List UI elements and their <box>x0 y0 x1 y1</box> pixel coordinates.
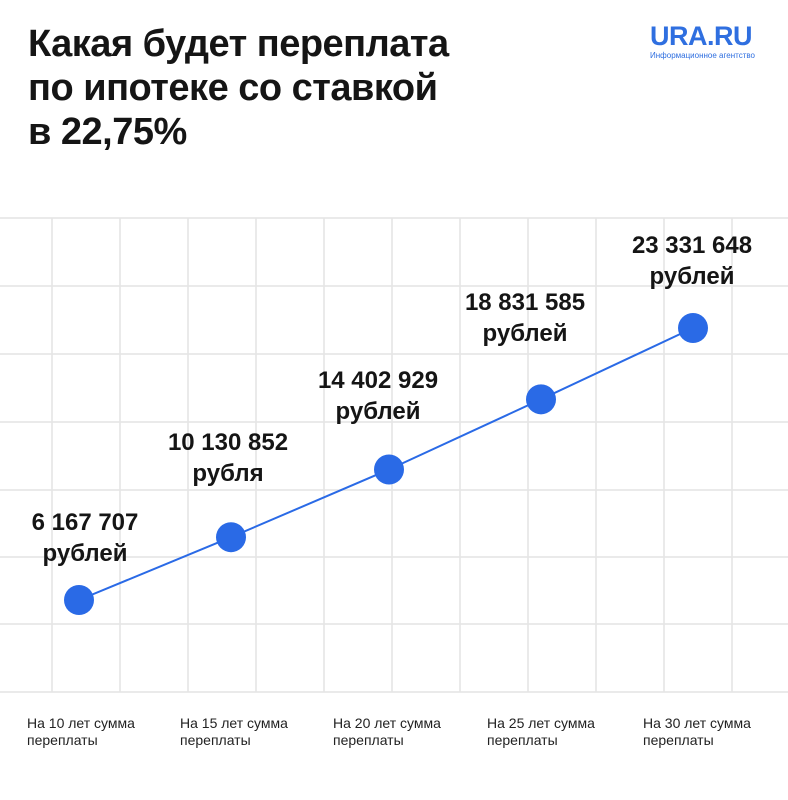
data-label-line: 10 130 852 <box>168 429 288 456</box>
x-tick-label-line: переплаты <box>27 732 98 748</box>
chart-data-labels: 6 167 707 рублей 10 130 852 рубля 14 402 929… <box>32 232 752 567</box>
data-point <box>526 384 556 415</box>
data-label-line: 6 167 707 <box>32 509 139 536</box>
x-tick-label: На 25 лет сумма переплаты <box>487 715 595 748</box>
x-tick-label-line: На 15 лет сумма <box>180 715 288 731</box>
x-tick-label: На 10 лет сумма переплаты <box>27 715 135 748</box>
logo-subtitle: Информационное агентство <box>650 51 755 60</box>
data-point <box>374 454 404 485</box>
data-label-line: рублей <box>483 320 568 347</box>
data-label-line: рубля <box>192 460 263 487</box>
title-line: в 22,75% <box>28 111 187 153</box>
data-label: 14 402 929 рублей <box>318 367 438 425</box>
page-title: Какая будет переплата по ипотеке со став… <box>28 22 588 154</box>
data-label: 23 331 648 рублей <box>632 232 752 290</box>
data-label: 18 831 585 рублей <box>465 289 585 347</box>
data-point <box>64 585 94 615</box>
x-tick-label-line: На 10 лет сумма <box>27 715 135 731</box>
data-label-line: рублей <box>43 540 128 567</box>
x-tick-label: На 15 лет сумма переплаты <box>180 715 288 748</box>
x-tick-label-line: переплаты <box>180 732 251 748</box>
data-label-line: рублей <box>336 398 421 425</box>
x-tick-label-line: переплаты <box>333 732 404 748</box>
title-line: Какая будет переплата <box>28 23 449 65</box>
logo-name: URA.RU <box>650 21 753 51</box>
x-tick-label-line: переплаты <box>487 732 558 748</box>
data-label: 10 130 852 рубля <box>168 429 288 487</box>
x-tick-label-line: На 25 лет сумма <box>487 715 595 731</box>
brand-logo: URA.RU Информационное агентство <box>650 22 780 61</box>
title-line: по ипотеке со ставкой <box>28 67 438 109</box>
x-tick-label: На 20 лет сумма переплаты <box>333 715 441 748</box>
x-tick-label-line: переплаты <box>643 732 714 748</box>
data-label: 6 167 707 рублей <box>32 509 139 567</box>
data-label-line: 18 831 585 <box>465 289 585 316</box>
data-label-line: 14 402 929 <box>318 367 438 394</box>
data-label-line: 23 331 648 <box>632 232 752 259</box>
x-tick-label: На 30 лет сумма переплаты <box>643 715 751 748</box>
x-tick-label-line: На 30 лет сумма <box>643 715 751 731</box>
x-tick-label-line: На 20 лет сумма <box>333 715 441 731</box>
data-label-line: рублей <box>650 263 735 290</box>
data-point <box>678 313 708 343</box>
chart-series <box>64 313 708 615</box>
data-point <box>216 522 246 553</box>
chart-grid <box>0 217 788 693</box>
